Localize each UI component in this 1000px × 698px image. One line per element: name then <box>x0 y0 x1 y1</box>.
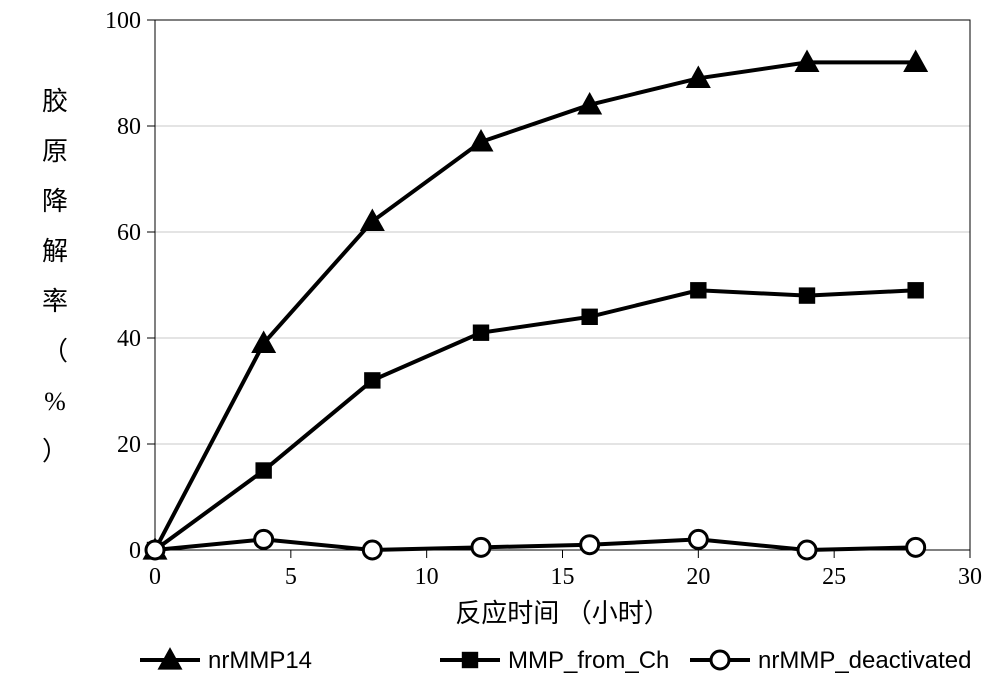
x-tick-label: 15 <box>551 564 575 590</box>
x-tick-label: 0 <box>149 564 161 590</box>
y-axis-title-char: （ <box>42 337 68 366</box>
marker-square <box>582 310 596 324</box>
legend-label: nrMMP14 <box>208 647 312 674</box>
y-axis-title-char: ） <box>42 437 68 466</box>
y-tick-label: 40 <box>117 326 141 352</box>
marker-circle <box>472 538 490 556</box>
y-axis-title-char: % <box>44 387 66 416</box>
marker-circle <box>581 536 599 554</box>
marker-square <box>691 283 705 297</box>
marker-circle <box>798 541 816 559</box>
plot-border <box>155 20 970 550</box>
x-tick-label: 10 <box>415 564 439 590</box>
marker-square <box>800 288 814 302</box>
y-tick-label: 20 <box>117 432 141 458</box>
legend-label: MMP_from_Ch <box>508 647 669 674</box>
marker-circle <box>363 541 381 559</box>
y-tick-label: 100 <box>105 8 141 34</box>
y-tick-label: 60 <box>117 220 141 246</box>
legend-label: nrMMP_deactivated <box>758 647 971 674</box>
y-axis-title-char: 原 <box>42 137 68 166</box>
marker-circle <box>255 530 273 548</box>
x-tick-label: 25 <box>822 564 846 590</box>
marker-circle <box>689 530 707 548</box>
marker-circle <box>907 538 925 556</box>
x-axis-title: 反应时间 （小时） <box>455 599 670 628</box>
marker-square <box>256 463 270 477</box>
y-tick-label: 0 <box>129 538 141 564</box>
y-tick-label: 80 <box>117 114 141 140</box>
x-tick-label: 5 <box>285 564 297 590</box>
marker-square <box>463 653 477 667</box>
y-axis-title-char: 降 <box>42 187 68 216</box>
y-axis-title-char: 胶 <box>42 87 68 116</box>
y-axis-title-char: 解 <box>42 237 68 266</box>
series-line <box>155 290 916 550</box>
x-tick-label: 20 <box>686 564 710 590</box>
marker-circle <box>711 651 729 669</box>
y-axis-title-char: 率 <box>42 287 68 316</box>
line-chart: 0 5 10 15 20 25 30 0 20 40 60 80 100 反应时间 （小时） 胶原降解率 （%… <box>0 0 1000 698</box>
x-tick-label: 30 <box>958 564 982 590</box>
chart-container: 0 5 10 15 20 25 30 0 20 40 60 80 100 反应时间 （小时） 胶原降解率 （%… <box>0 0 1000 698</box>
marker-square <box>365 373 379 387</box>
marker-square <box>908 283 922 297</box>
marker-square <box>474 326 488 340</box>
marker-circle <box>146 541 164 559</box>
